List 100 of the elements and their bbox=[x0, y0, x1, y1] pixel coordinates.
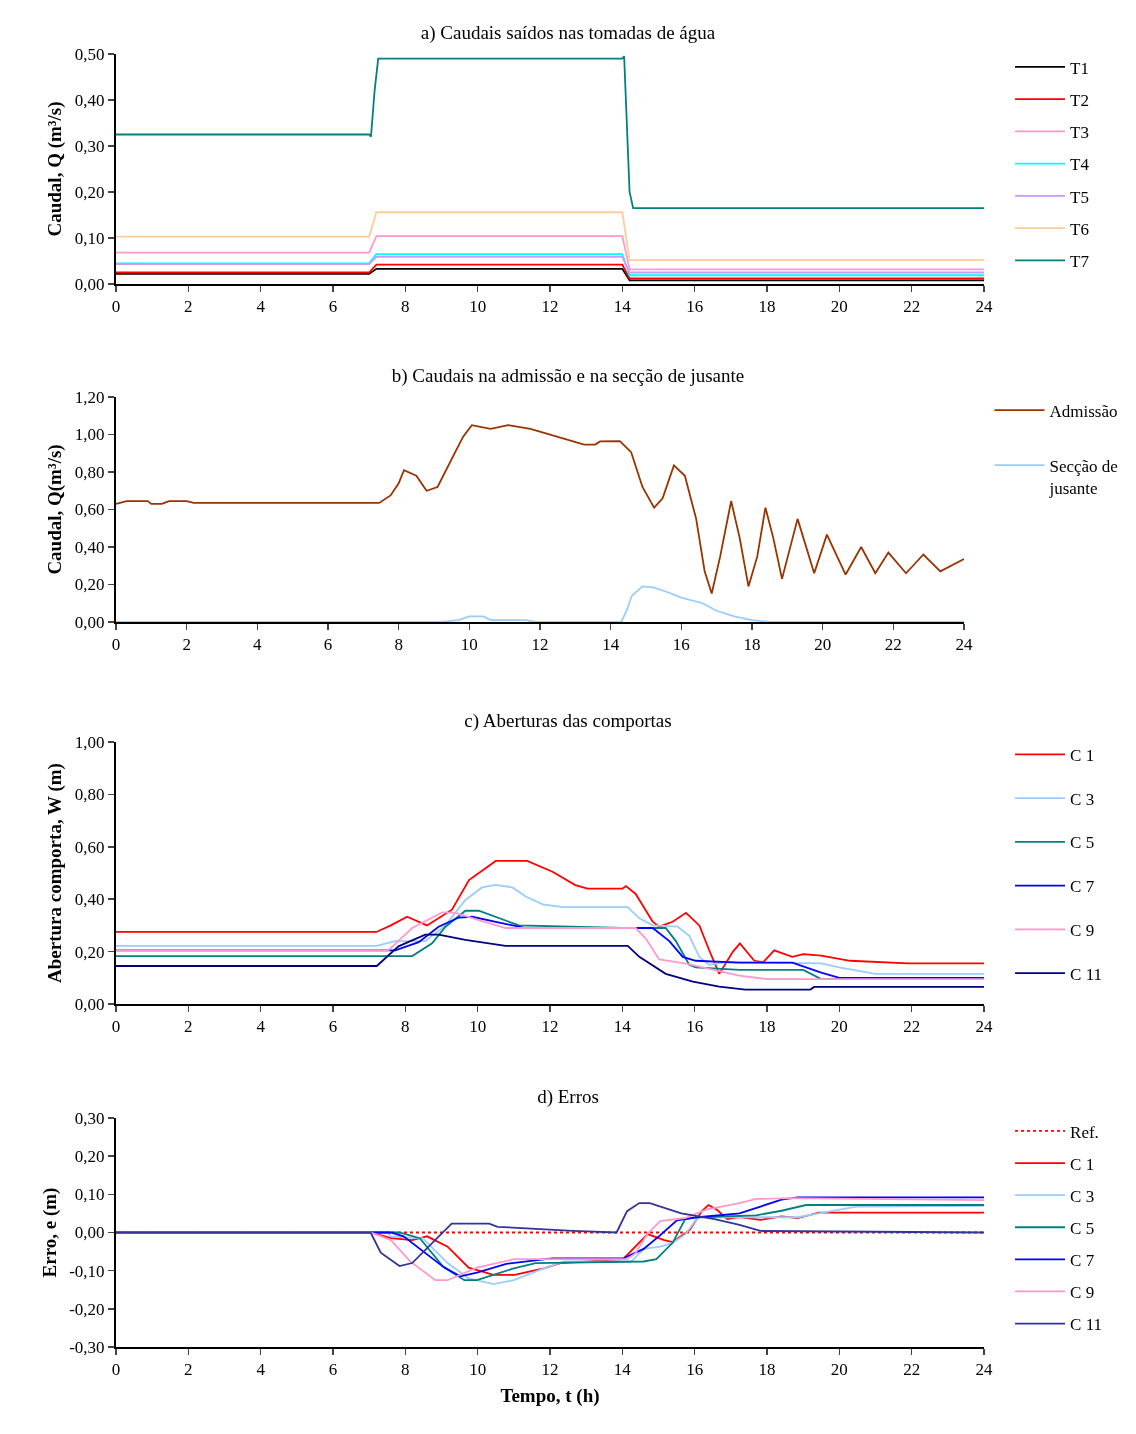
x-tick-label: 14 bbox=[613, 1360, 632, 1380]
y-tick-label: 0,20 bbox=[74, 575, 105, 595]
y-tick-label: 0,00 bbox=[74, 612, 105, 632]
legend-label: C 1 bbox=[1070, 745, 1095, 765]
y-tick-label: 0,80 bbox=[74, 785, 105, 805]
x-tick-label: 8 bbox=[394, 635, 403, 655]
x-tick-label: 24 bbox=[975, 1017, 993, 1037]
x-tick-label: 24 bbox=[975, 1360, 993, 1380]
x-tick-label: 12 bbox=[541, 1360, 559, 1380]
x-tick-label: 4 bbox=[256, 1360, 266, 1380]
y-tick-label: -0,10 bbox=[69, 1261, 105, 1281]
legend-label: Ref. bbox=[1070, 1122, 1099, 1142]
x-tick-label: 6 bbox=[328, 1017, 338, 1037]
y-tick-label: 0,40 bbox=[74, 890, 105, 910]
y-tick-label: 0,40 bbox=[74, 90, 105, 110]
legend-label: T6 bbox=[1070, 219, 1089, 239]
y-tick-label: 0,00 bbox=[74, 1223, 105, 1243]
x-tick-label: 24 bbox=[955, 635, 973, 655]
x-tick-label: 0 bbox=[111, 635, 121, 655]
x-tick-label: 8 bbox=[401, 1360, 410, 1380]
legend-label: C 7 bbox=[1070, 877, 1095, 897]
x-tick-label: 0 bbox=[111, 297, 121, 317]
x-tick-label: 16 bbox=[672, 635, 690, 655]
chart-title: c) Aberturas das comportas bbox=[464, 709, 672, 732]
x-tick-label: 12 bbox=[531, 635, 549, 655]
x-tick-label: 22 bbox=[903, 1017, 921, 1037]
x-tick-label: 2 bbox=[184, 1017, 193, 1037]
legend-label: T4 bbox=[1070, 155, 1090, 175]
y-tick-label: -0,30 bbox=[69, 1337, 105, 1357]
legend-label: T7 bbox=[1070, 252, 1090, 272]
legend-label: C 11 bbox=[1070, 964, 1103, 984]
y-tick-label: 0,40 bbox=[74, 537, 105, 557]
x-tick-label: 24 bbox=[975, 297, 993, 317]
chart-title: a) Caudais saídos nas tomadas de água bbox=[420, 21, 716, 44]
y-tick-label: 0,00 bbox=[74, 994, 105, 1014]
x-tick-label: 10 bbox=[469, 1360, 487, 1380]
x-tick-label: 10 bbox=[469, 297, 487, 317]
legend-label: T2 bbox=[1070, 90, 1089, 110]
x-tick-label: 22 bbox=[884, 635, 902, 655]
legend-label: C 9 bbox=[1070, 921, 1095, 941]
x-tick-label: 20 bbox=[814, 635, 832, 655]
x-tick-label: 16 bbox=[686, 1360, 704, 1380]
chart-title: d) Erros bbox=[537, 1085, 599, 1108]
y-tick-label: 0,80 bbox=[74, 462, 105, 482]
x-tick-label: 14 bbox=[613, 1017, 632, 1037]
line-series bbox=[116, 933, 984, 991]
line-series bbox=[116, 424, 964, 595]
x-tick-label: 6 bbox=[323, 635, 333, 655]
x-tick-label: 0 bbox=[111, 1017, 121, 1037]
x-tick-label: 10 bbox=[469, 1017, 487, 1037]
legend-label: C 1 bbox=[1070, 1154, 1095, 1174]
x-tick-label: 22 bbox=[903, 297, 921, 317]
legend-label: T5 bbox=[1070, 187, 1089, 207]
x-tick-label: 6 bbox=[328, 297, 338, 317]
y-tick-label: 0,30 bbox=[74, 1108, 105, 1128]
y-tick-label: 0,20 bbox=[74, 1147, 105, 1167]
y-tick-label: 0,20 bbox=[74, 182, 105, 202]
x-tick-label: 18 bbox=[743, 635, 761, 655]
legend-label: C 3 bbox=[1070, 789, 1095, 809]
x-tick-label: 20 bbox=[830, 1017, 848, 1037]
legend-label: Secção de jusante bbox=[1048, 456, 1118, 498]
x-tick-label: 2 bbox=[182, 635, 191, 655]
legend-label: C 9 bbox=[1070, 1283, 1095, 1303]
chart-title: b) Caudais na admissão e na secção de jusante bbox=[391, 364, 745, 387]
y-tick-label: 1,20 bbox=[74, 387, 105, 407]
x-tick-label: 0 bbox=[111, 1360, 121, 1380]
y-tick-label: 1,00 bbox=[74, 732, 105, 752]
x-tick-label: 18 bbox=[758, 297, 776, 317]
y-tick-label: 0,60 bbox=[74, 837, 105, 857]
x-tick-label: 10 bbox=[460, 635, 478, 655]
x-tick-label: 22 bbox=[903, 1360, 921, 1380]
y-axis-title: Abertura comporta, W (m) bbox=[44, 763, 67, 983]
x-tick-label: 14 bbox=[613, 297, 632, 317]
x-tick-label: 8 bbox=[401, 297, 410, 317]
line-series bbox=[116, 55, 984, 209]
legend-label: C 5 bbox=[1070, 833, 1095, 853]
x-tick-label: 4 bbox=[256, 1017, 266, 1037]
x-tick-label: 20 bbox=[830, 1360, 848, 1380]
y-tick-label: 0,10 bbox=[74, 228, 105, 248]
legend-label: C 7 bbox=[1070, 1251, 1095, 1270]
x-tick-label: 16 bbox=[686, 297, 704, 317]
y-tick-label: 0,20 bbox=[74, 942, 105, 962]
legend-label: C 5 bbox=[1070, 1218, 1095, 1238]
x-tick-label: 18 bbox=[758, 1360, 776, 1380]
x-tick-label: 12 bbox=[541, 297, 559, 317]
x-tick-label: 4 bbox=[253, 635, 263, 655]
x-tick-label: 4 bbox=[256, 297, 266, 317]
y-tick-label: 0,10 bbox=[74, 1185, 105, 1205]
x-tick-label: 18 bbox=[758, 1017, 776, 1037]
legend-label: Admissão bbox=[1049, 401, 1118, 421]
y-axis-title: Erro, e (m) bbox=[38, 1187, 61, 1278]
x-tick-label: 2 bbox=[184, 297, 193, 317]
y-tick-label: 0,60 bbox=[74, 500, 105, 520]
x-tick-label: 2 bbox=[184, 1360, 193, 1380]
x-tick-label: 6 bbox=[328, 1360, 338, 1380]
y-tick-label: 1,00 bbox=[74, 425, 105, 445]
y-tick-label: 0,50 bbox=[74, 44, 105, 64]
x-tick-label: 20 bbox=[830, 297, 848, 317]
y-tick-label: 0,00 bbox=[74, 274, 105, 294]
line-series bbox=[116, 860, 984, 975]
